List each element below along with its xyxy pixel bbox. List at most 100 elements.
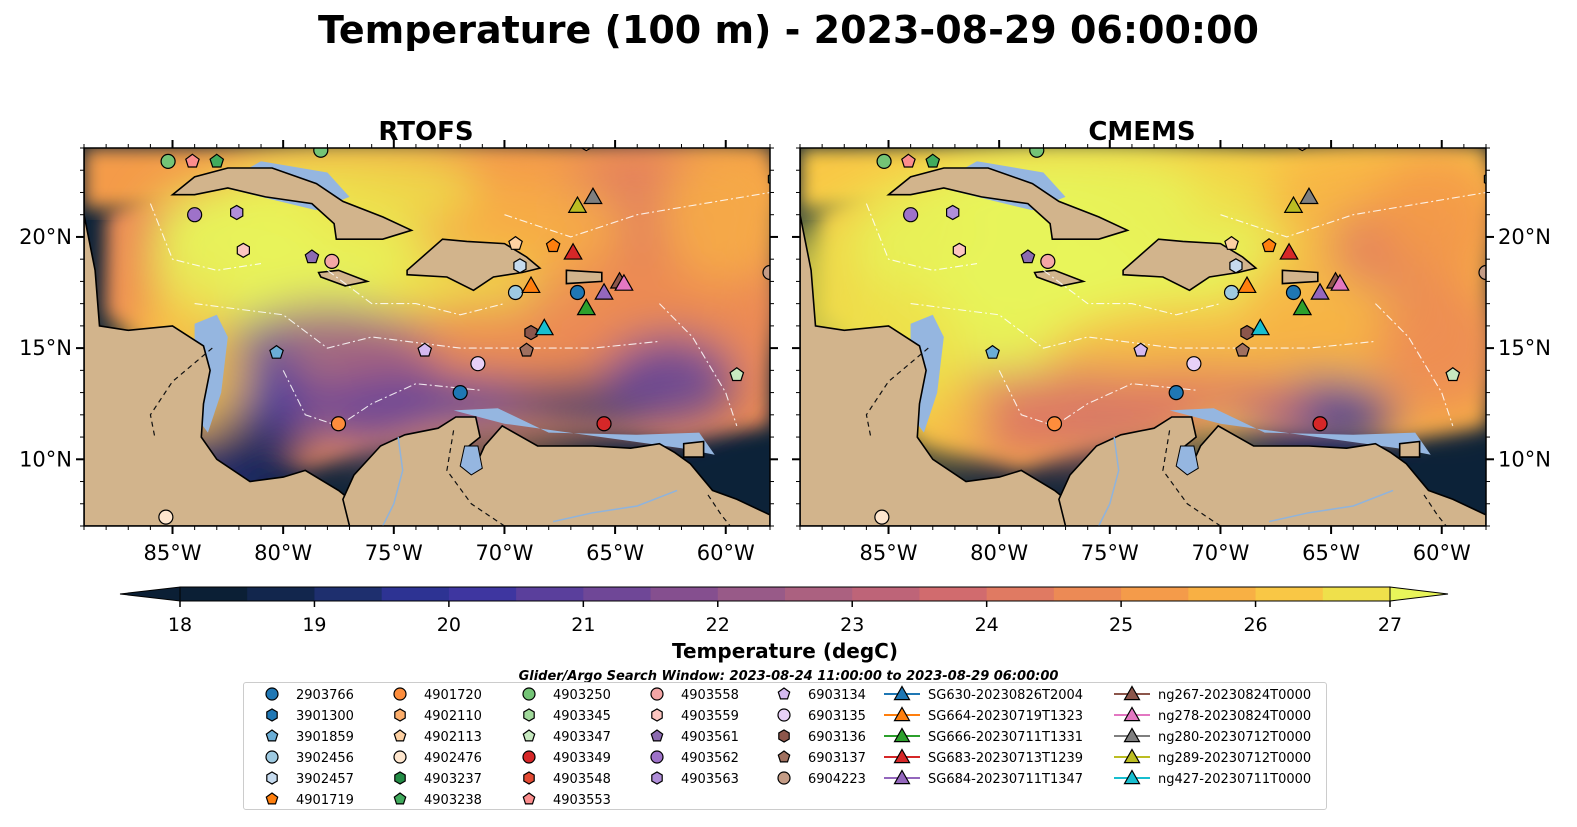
river <box>552 489 678 523</box>
eez-boundary <box>1220 191 1486 238</box>
legend-entry: 4903345 <box>523 708 611 724</box>
x-tick-label: 75°W <box>1081 541 1139 565</box>
land-mass <box>1398 440 1421 458</box>
marker-ng427-20230711T0000 <box>1250 318 1271 336</box>
land-mass <box>342 416 770 526</box>
search-window-note: Glider/Argo Search Window: 2023-08-24 11… <box>518 669 1059 684</box>
map-panel-rtofs <box>84 148 770 526</box>
eez-boundary <box>504 191 770 238</box>
legend-entry: ng280-20230712T0000 <box>1114 727 1311 745</box>
colorbar-segment <box>852 587 920 601</box>
marker-3901859 <box>985 344 1000 359</box>
legend-entry: 4903237 <box>394 771 482 787</box>
legend-entry: 4903347 <box>522 729 611 745</box>
marker-4902113 <box>1224 235 1239 250</box>
legend-label: ng267-20230824T0000 <box>1158 688 1311 703</box>
marker-4901720 <box>1046 416 1063 432</box>
legend-entry: 6903136 <box>778 729 866 745</box>
colorbar-segment <box>583 587 652 601</box>
marker-ng278-20230824T0000 <box>614 273 634 291</box>
colorbar-tick-label: 25 <box>1109 614 1133 636</box>
marker-4903553 <box>185 153 200 168</box>
legend-entry: 4903349 <box>522 750 611 766</box>
legend-label: SG666-20230711T1331 <box>928 730 1083 745</box>
y-tick-label: 15°N <box>19 336 72 360</box>
marker-3902457 <box>513 258 527 274</box>
colorbar-segment <box>381 587 450 601</box>
marker-6903135 <box>1186 356 1202 372</box>
land-mass <box>406 238 542 292</box>
temperature-blob <box>1308 388 1398 442</box>
colorbar-tick-label: 21 <box>571 614 595 636</box>
marker-6903134 <box>1133 342 1149 357</box>
country-border <box>446 430 505 526</box>
legend-label: 6903134 <box>808 688 866 703</box>
marker-4903563 <box>230 204 244 221</box>
marker-4903562 <box>903 207 919 223</box>
legend-entry: ng267-20230824T0000 <box>1114 685 1311 703</box>
legend-marker <box>777 750 791 763</box>
legend-entry: 3901859 <box>265 729 354 745</box>
marker-extra <box>1285 284 1302 301</box>
marker-4903563 <box>945 204 960 221</box>
legend-marker <box>893 769 911 785</box>
marker-4903561 <box>304 249 320 264</box>
legend-marker <box>893 706 911 722</box>
main-title: Temperature (100 m) - 2023-08-29 06:00:0… <box>317 8 1259 52</box>
land-mass <box>1058 416 1486 526</box>
marker-4901720 <box>330 416 347 432</box>
temperature-field <box>800 148 1486 460</box>
marker-extra <box>1029 148 1045 158</box>
x-tick-label: 80°W <box>970 541 1028 565</box>
legend-entry: 3902457 <box>266 771 354 787</box>
legend-entry: 4902476 <box>393 750 482 766</box>
marker-ng280-20230712T0000 <box>1299 186 1319 205</box>
x-tick-label: 75°W <box>365 541 423 565</box>
legend-marker <box>777 687 791 700</box>
colorbar-tick-label: 20 <box>437 614 461 636</box>
marker-4903558 <box>1040 253 1056 269</box>
legend-entry: ng278-20230824T0000 <box>1114 706 1311 724</box>
legend-marker <box>522 750 536 764</box>
legend-label: 3901300 <box>296 709 354 724</box>
legend-label: 4903238 <box>424 793 482 808</box>
legend-marker <box>1123 748 1141 764</box>
colorbar-segment <box>986 587 1055 601</box>
legend-marker <box>1123 769 1141 785</box>
legend-label: 4901719 <box>296 793 354 808</box>
legend-label: 4903349 <box>553 751 611 766</box>
eez-boundary <box>659 303 738 427</box>
marker-4903250 <box>876 153 892 169</box>
legend-marker <box>893 727 911 743</box>
legend-marker <box>651 708 663 722</box>
legend-marker <box>1123 685 1141 701</box>
legend-marker <box>650 687 664 701</box>
legend-label: 4903559 <box>681 709 739 724</box>
marker-4903349 <box>1312 416 1328 432</box>
colorbar-segment <box>650 587 719 601</box>
panel-title-rtofs: RTOFS <box>378 117 473 147</box>
temperature-blob <box>604 334 737 424</box>
legend-label: 4901720 <box>424 688 482 703</box>
colorbar-segment <box>1255 587 1324 601</box>
marker-4903349 <box>596 416 612 432</box>
colorbar-segment <box>516 587 584 601</box>
legend-entry: 4903561 <box>650 729 739 745</box>
legend-label: SG630-20230826T2004 <box>928 688 1083 703</box>
legend-label: 4902110 <box>424 709 482 724</box>
eez-boundary <box>865 203 978 271</box>
panel-title-cmems: CMEMS <box>1088 117 1195 147</box>
x-tick-label: 60°W <box>697 541 755 565</box>
marker-4902476 <box>158 509 174 525</box>
legend-entry: 4901720 <box>393 687 482 703</box>
colorbar-segment <box>1053 587 1122 601</box>
river <box>382 436 404 526</box>
legend-marker <box>266 771 278 785</box>
legend-marker <box>394 708 406 722</box>
marker-4903559 <box>236 242 250 258</box>
marker-4903238 <box>209 153 225 168</box>
legend-marker <box>265 687 279 701</box>
land-mass <box>1122 238 1258 292</box>
marker-SG684-20230711T1347 <box>1310 282 1330 300</box>
legend-label: SG684-20230711T1347 <box>928 772 1083 787</box>
